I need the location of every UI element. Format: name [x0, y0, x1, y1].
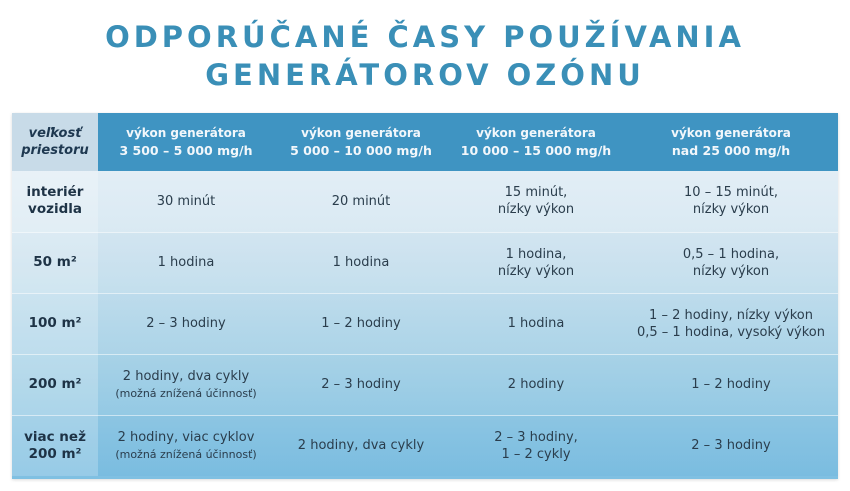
cell-line: 2 hodiny [507, 377, 565, 392]
table-cell: 2 hodiny [448, 353, 624, 415]
column-header-range: 10 000 – 15 000 mg/h [460, 143, 612, 158]
corner-line-1: veľkosť [28, 126, 82, 141]
size-line-2: 200 m² [28, 445, 82, 462]
size-line-2: vozidla [28, 201, 82, 218]
column-header-range: nad 25 000 mg/h [671, 143, 791, 158]
column-header-range: 3 500 – 5 000 mg/h [119, 143, 253, 158]
cell-line: 1 hodina, [505, 246, 567, 262]
table-cell: 1 hodina [274, 231, 448, 293]
column-header: výkon generátora 5 000 – 10 000 mg/h [274, 113, 448, 171]
cell-line: nízky výkon [497, 202, 575, 218]
table-cell: 2 – 3 hodiny [274, 353, 448, 415]
table-cell: 2 – 3 hodiny [98, 292, 274, 354]
table-cell: 20 minút [274, 171, 448, 232]
cell-line: 1 – 2 hodiny [321, 316, 401, 331]
table-row: viac než 200 m² 2 hodiny, viac cyklov (m… [12, 414, 838, 476]
row-header-size: 100 m² [12, 292, 98, 354]
table-cell: 15 minút, nízky výkon [448, 171, 624, 232]
table-row: interiér vozidla 30 minút 20 minút 15 mi… [12, 171, 838, 232]
table-cell: 2 – 3 hodiny, 1 – 2 cykly [448, 414, 624, 476]
table-cell: 2 hodiny, dva cykly (možná znížená účinn… [98, 353, 274, 415]
cell-line: nízky výkon [497, 263, 575, 279]
row-header-size: interiér vozidla [12, 171, 98, 232]
cell-line: 1 – 2 hodiny [691, 377, 771, 392]
size-line-1: 50 m² [33, 254, 77, 270]
column-header: výkon generátora 10 000 – 15 000 mg/h [448, 113, 624, 171]
size-line-1: interiér [26, 184, 84, 201]
column-header-label: výkon generátora [476, 126, 596, 140]
header-corner: veľkosť priestoru [12, 113, 98, 171]
cell-line: 0,5 – 1 hodina, [682, 246, 780, 262]
cell-line: 0,5 – 1 hodina, vysoký výkon [636, 324, 826, 340]
size-line-1: viac než [24, 428, 86, 445]
cell-note: (možná znížená účinnosť) [115, 386, 257, 400]
cell-note: (možná znížená účinnosť) [115, 447, 257, 461]
cell-line: 1 hodina [507, 316, 565, 331]
cell-line: 2 – 3 hodiny [321, 377, 401, 392]
cell-line: 2 hodiny, dva cykly [297, 438, 425, 454]
table-cell: 30 minút [98, 171, 274, 232]
cell-line: 30 minút [156, 193, 216, 209]
row-header-size: viac než 200 m² [12, 414, 98, 476]
table-row: 100 m² 2 – 3 hodiny 1 – 2 hodiny 1 hodin… [12, 292, 838, 354]
column-header: výkon generátora nad 25 000 mg/h [624, 113, 838, 171]
table-cell: 1 – 2 hodiny, nízky výkon 0,5 – 1 hodina… [624, 292, 838, 354]
usage-table-card: veľkosť priestoru výkon generátora 3 500… [12, 113, 838, 479]
table-cell: 2 hodiny, viac cyklov (možná znížená úči… [98, 414, 274, 476]
page-title: ODPORÚČANÉ ČASY POUŽÍVANIA GENERÁTOROV O… [0, 18, 850, 94]
cell-line: 20 minút [331, 193, 391, 209]
cell-line: 1 – 2 cykly [501, 446, 571, 462]
cell-line: 2 hodiny, dva cykly [122, 368, 250, 384]
row-header-size: 200 m² [12, 353, 98, 415]
title-line-1: ODPORÚČANÉ ČASY POUŽÍVANIA [105, 20, 745, 54]
column-header-label: výkon generátora [301, 126, 421, 140]
cell-line: 2 hodiny, viac cyklov [117, 429, 255, 445]
cell-line: nízky výkon [692, 263, 770, 279]
cell-line: nízky výkon [692, 202, 770, 218]
column-header: výkon generátora 3 500 – 5 000 mg/h [98, 113, 274, 171]
table-cell: 1 – 2 hodiny [624, 353, 838, 415]
size-line-1: 100 m² [28, 315, 82, 331]
column-header-label: výkon generátora [126, 126, 246, 140]
column-header-range: 5 000 – 10 000 mg/h [290, 143, 432, 158]
title-line-2: GENERÁTOROV OZÓNU [205, 58, 645, 92]
table-row: 200 m² 2 hodiny, dva cykly (možná znížen… [12, 353, 838, 415]
table-cell: 0,5 – 1 hodina, nízky výkon [624, 231, 838, 293]
table-cell: 2 hodiny, dva cykly [274, 414, 448, 476]
row-header-size: 50 m² [12, 231, 98, 293]
cell-line: 1 hodina [332, 255, 390, 270]
table-cell: 1 hodina, nízky výkon [448, 231, 624, 293]
size-line-1: 200 m² [28, 376, 82, 392]
header-row: veľkosť priestoru výkon generátora 3 500… [12, 113, 838, 171]
cell-line: 1 hodina [157, 255, 215, 270]
table-row: 50 m² 1 hodina 1 hodina 1 hodina, nízky … [12, 231, 838, 293]
table-cell: 2 – 3 hodiny [624, 414, 838, 476]
cell-line: 2 – 3 hodiny [146, 316, 226, 331]
cell-line: 15 minút, [504, 185, 568, 201]
usage-table: veľkosť priestoru výkon generátora 3 500… [12, 113, 838, 476]
table-cell: 10 – 15 minút, nízky výkon [624, 171, 838, 232]
cell-line: 2 – 3 hodiny, [494, 429, 578, 445]
corner-line-2: priestoru [21, 143, 89, 158]
cell-line: 10 – 15 minút, [684, 185, 778, 201]
table-cell: 1 hodina [98, 231, 274, 293]
column-header-label: výkon generátora [671, 126, 791, 140]
cell-line: 2 – 3 hodiny [691, 438, 771, 454]
table-cell: 1 – 2 hodiny [274, 292, 448, 354]
cell-line: 1 – 2 hodiny, nízky výkon [649, 307, 813, 323]
table-cell: 1 hodina [448, 292, 624, 354]
